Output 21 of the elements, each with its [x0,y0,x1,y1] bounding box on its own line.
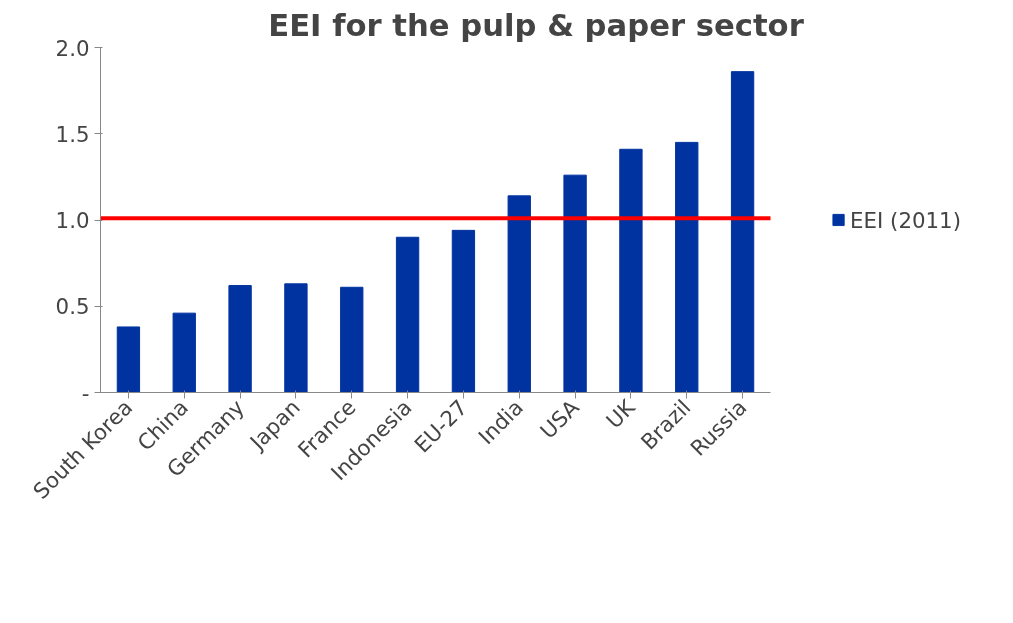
legend-label: EEI (2011) [850,207,961,232]
chart-title: EEI for the pulp & paper sector [268,7,805,43]
bar [507,195,531,393]
y-tick-label: - [81,380,90,406]
bar [172,312,196,393]
y-tick-label: 0.5 [55,294,90,320]
bar [451,229,476,393]
y-tick-label: 1.0 [55,208,90,233]
y-tick-label: 1.5 [55,121,90,147]
bar [284,283,308,393]
bar [563,174,587,393]
x-tick-label: UK [601,393,641,434]
x-tick-label: USA [535,394,585,444]
y-tick-label: 2.0 [55,35,90,61]
bar [730,71,755,393]
bar [340,286,364,393]
bar [116,326,141,393]
bar [395,236,420,393]
bar [228,285,252,393]
bar [675,141,699,393]
bar [619,148,643,393]
